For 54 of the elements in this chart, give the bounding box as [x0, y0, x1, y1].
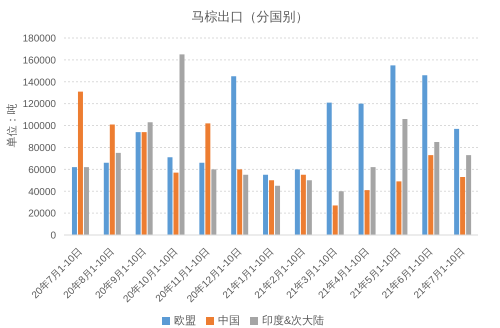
bar — [422, 75, 428, 235]
bar — [205, 123, 210, 235]
y-tick-label: 80000 — [28, 142, 56, 154]
legend-label: 中国 — [218, 315, 240, 327]
bar — [294, 169, 300, 235]
bar — [370, 167, 376, 235]
bar — [104, 162, 109, 235]
bar — [358, 104, 364, 235]
bar — [142, 132, 147, 235]
y-tick-label: 20000 — [28, 208, 56, 220]
bar — [402, 118, 408, 235]
bar — [300, 174, 306, 235]
bar — [110, 124, 115, 235]
bar — [211, 169, 216, 235]
bar — [174, 172, 178, 235]
bar — [243, 174, 248, 235]
bar — [116, 152, 121, 235]
bar — [199, 162, 204, 235]
bar — [275, 186, 280, 235]
bar — [231, 76, 236, 235]
bar — [180, 54, 184, 235]
bar — [364, 190, 370, 235]
bar — [390, 65, 396, 235]
y-tick-label: 0 — [50, 230, 56, 242]
bar — [78, 92, 83, 235]
y-tick-label: 100000 — [22, 121, 56, 132]
bar — [428, 155, 434, 235]
bar — [237, 169, 242, 235]
y-tick-label: 120000 — [22, 99, 56, 110]
bar — [434, 142, 440, 235]
bar — [332, 205, 338, 235]
bar — [84, 167, 89, 235]
y-tick-label: 40000 — [28, 186, 56, 198]
y-tick-label: 60000 — [28, 164, 56, 176]
bar — [466, 155, 472, 235]
bar — [168, 157, 172, 235]
bar — [460, 176, 466, 235]
bar — [338, 191, 344, 235]
y-tick-label: 140000 — [22, 77, 56, 88]
y-axis-title: 单位：吨 — [6, 103, 20, 147]
bar — [263, 174, 268, 235]
legend-label: 欧盟 — [174, 315, 196, 327]
bar — [148, 122, 153, 235]
bar — [269, 180, 274, 235]
legend-label: 印度&次大陆 — [262, 315, 324, 327]
y-tick-label: 180000 — [22, 34, 56, 45]
bar — [396, 181, 402, 235]
chart-title: 马棕出口（分国别） — [190, 8, 310, 26]
bar — [136, 132, 141, 235]
bar — [306, 180, 312, 235]
bar — [72, 167, 77, 235]
bar — [326, 102, 332, 235]
y-tick-label: 160000 — [22, 55, 56, 66]
bar — [454, 128, 460, 235]
